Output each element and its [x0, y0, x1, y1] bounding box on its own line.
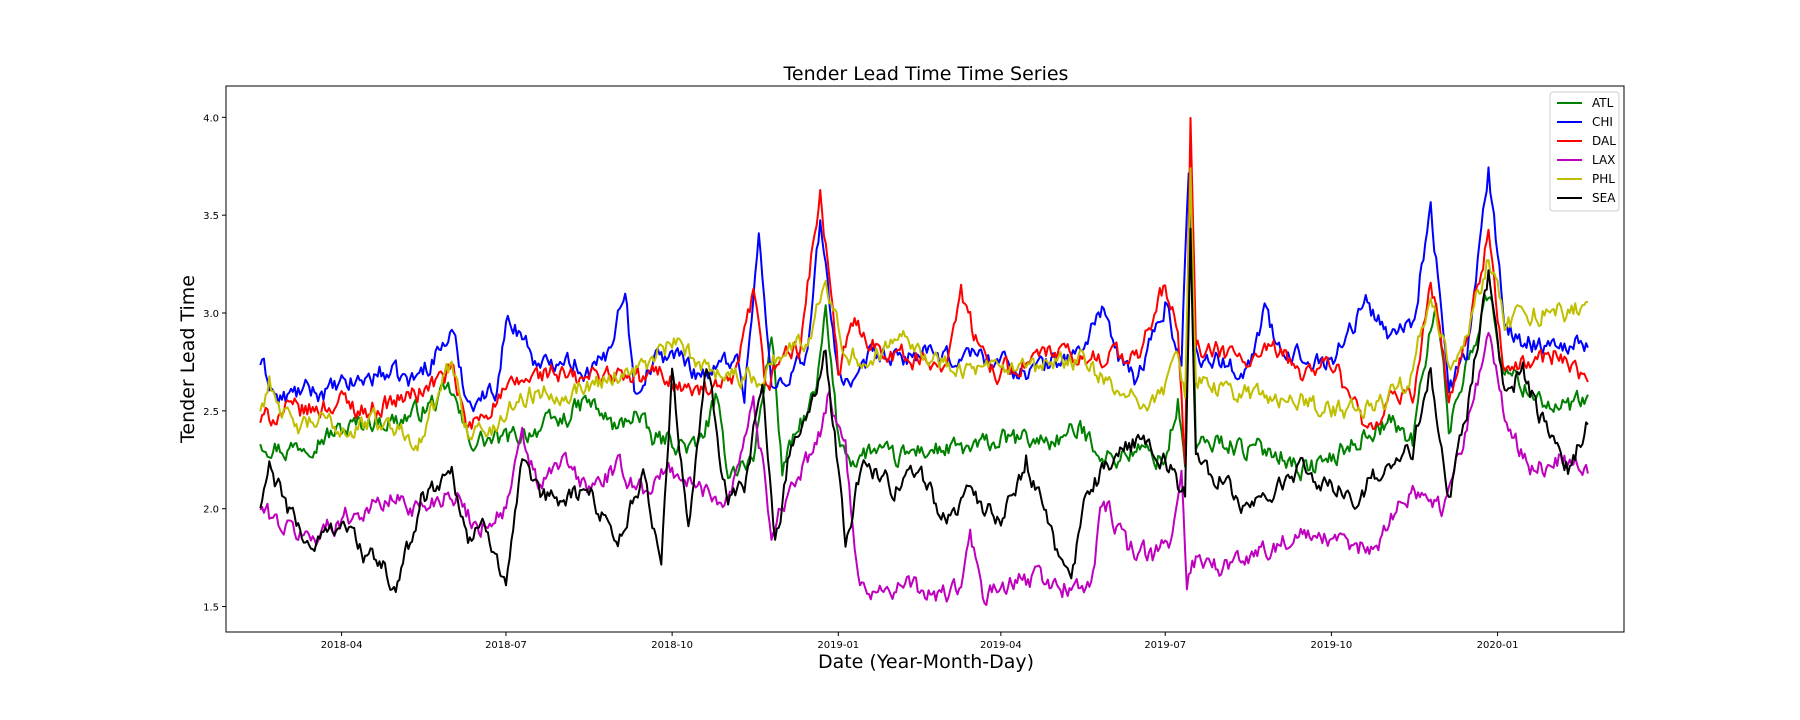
x-tick-label: 2019-04 — [980, 640, 1022, 651]
series-line-chi — [259, 166, 1589, 413]
y-tick-label: 3.5 — [203, 211, 219, 222]
y-axis: 1.5 2.0 2.5 3.0 3.5 4.0 — [203, 113, 226, 614]
x-tick-label: 2019-07 — [1144, 640, 1186, 651]
legend-label-phl: PHL — [1592, 172, 1615, 186]
y-tick-label: 2.5 — [203, 407, 219, 418]
legend-label-atl: ATL — [1592, 96, 1614, 110]
y-tick-label: 3.0 — [203, 309, 219, 320]
y-tick-label: 1.5 — [203, 603, 219, 614]
plot-frame — [225, 85, 1625, 633]
y-tick-label: 2.0 — [203, 505, 219, 516]
plot-lines — [259, 116, 1589, 606]
x-tick-label: 2019-10 — [1310, 640, 1352, 651]
legend-label-dal: DAL — [1592, 134, 1616, 148]
x-axis-title: Date (Year-Month-Day) — [818, 651, 1034, 673]
series-line-sea — [259, 227, 1589, 593]
y-tick-label: 4.0 — [203, 113, 219, 124]
x-tick-label: 2020-01 — [1477, 640, 1519, 651]
y-axis-title: Tender Lead Time — [177, 275, 199, 444]
series-line-atl — [259, 175, 1589, 482]
legend-label-chi: CHI — [1592, 115, 1613, 129]
x-tick-label: 2018-10 — [651, 640, 693, 651]
x-tick-label: 2018-04 — [321, 640, 363, 651]
legend-label-lax: LAX — [1592, 153, 1615, 167]
x-tick-label: 2019-01 — [817, 640, 859, 651]
legend: ATL CHI DAL LAX PHL SEA — [1549, 91, 1620, 212]
x-tick-label: 2018-07 — [485, 640, 527, 651]
series-line-phl — [259, 167, 1589, 452]
chart-title: Tender Lead Time Time Series — [783, 63, 1069, 85]
x-axis: 2018-04 2018-07 2018-10 2019-01 2019-04 2019-… — [321, 632, 1519, 651]
series-line-lax — [259, 331, 1589, 606]
legend-label-sea: SEA — [1592, 191, 1616, 205]
